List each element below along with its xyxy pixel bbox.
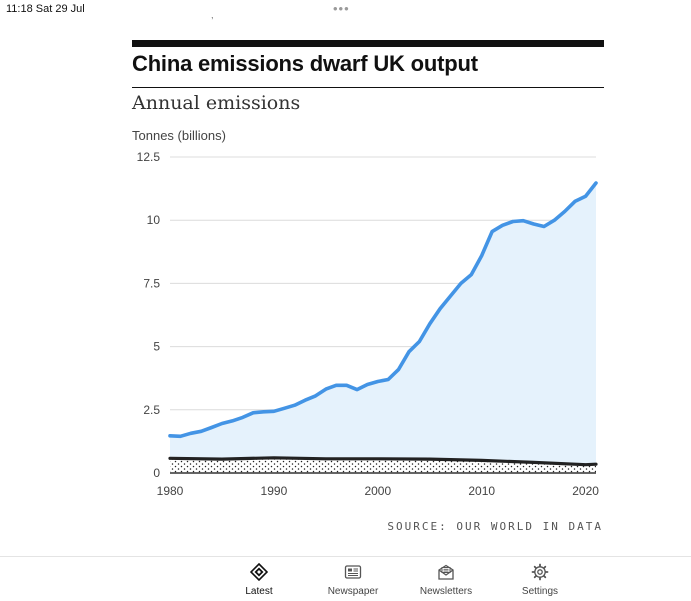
y-tick-label: 5 <box>153 340 160 354</box>
newspaper-icon <box>344 565 362 579</box>
tab-label: Settings <box>521 586 559 597</box>
tab-settings[interactable]: Settings <box>500 563 580 597</box>
tab-newsletters[interactable]: Newsletters <box>406 563 486 597</box>
y-tick-label: 10 <box>147 213 161 227</box>
tab-label: Newsletters <box>419 586 473 597</box>
x-tick-label: 2000 <box>364 484 391 498</box>
tab-newspaper[interactable]: Newspaper <box>313 563 393 597</box>
top-rule <box>132 40 604 47</box>
y-tick-label: 0 <box>153 466 160 480</box>
y-axis-label: Tonnes (billions) <box>132 128 226 143</box>
bottom-tab-bar: Latest Newspaper Newsletters <box>0 556 691 601</box>
status-time: 11:18 Sat 29 Jul <box>6 3 85 15</box>
gear-icon <box>531 563 549 581</box>
tab-label: Latest <box>245 586 273 597</box>
status-bar: 11:18 Sat 29 Jul ••• <box>0 0 691 20</box>
x-tick-label: 2020 <box>572 484 599 498</box>
tab-label: Newspaper <box>327 586 379 597</box>
x-tick-label: 1980 <box>157 484 184 498</box>
y-tick-label: 12.5 <box>137 150 161 164</box>
x-tick-label: 1990 <box>261 484 288 498</box>
chart-title: Annual emissions <box>132 92 301 114</box>
series-line-1 <box>168 456 598 467</box>
source-note: SOURCE: OUR WORLD IN DATA <box>387 520 603 533</box>
headline: China emissions dwarf UK output <box>132 51 478 76</box>
multitasking-dots-icon[interactable]: ••• <box>333 1 350 16</box>
diamond-logo-icon <box>250 563 268 581</box>
emissions-chart: 0 2.5 5 7.5 10 12.5 1980 1990 2000 2010 2020 <box>137 150 600 498</box>
divider <box>132 87 604 88</box>
x-tick-label: 2010 <box>468 484 495 498</box>
y-tick-label: 2.5 <box>143 403 160 417</box>
series-line-0 <box>168 181 598 439</box>
series-area-0 <box>170 183 596 473</box>
newsletter-envelope-icon <box>438 564 454 580</box>
stray-mark: , <box>211 10 214 20</box>
tab-latest[interactable]: Latest <box>219 563 299 597</box>
y-tick-label: 7.5 <box>143 276 160 290</box>
